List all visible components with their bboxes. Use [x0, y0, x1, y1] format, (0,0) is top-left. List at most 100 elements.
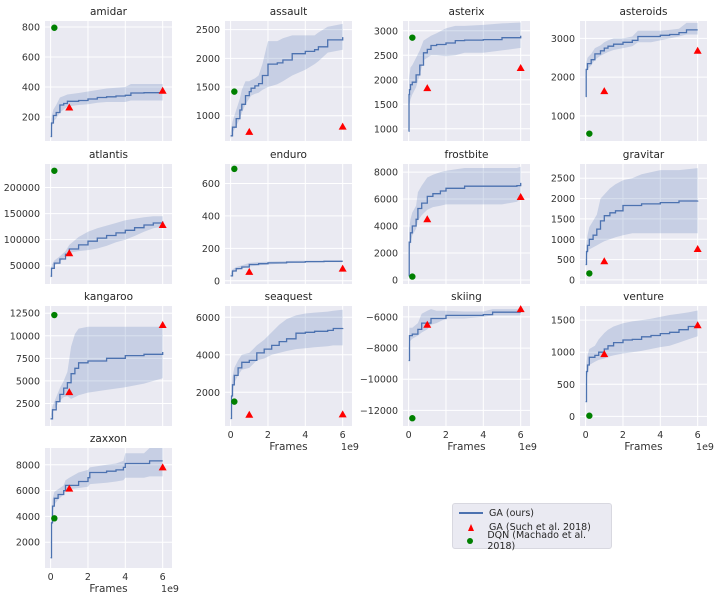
ga-ours-line — [585, 324, 699, 403]
y-tick-label: 2000 — [16, 538, 40, 549]
y-tick-label: 500 — [557, 380, 575, 391]
ga-ours-line — [585, 29, 698, 98]
legend-label: GA (Such et al. 2018) — [489, 521, 591, 533]
dqn-marker — [409, 34, 416, 41]
y-tick-label: 2000 — [196, 388, 220, 399]
axes-background — [45, 306, 172, 426]
ga-such-marker — [693, 321, 702, 329]
dqn-marker — [51, 24, 58, 31]
y-tick-label: 1000 — [551, 348, 575, 359]
y-tick-label: −12000 — [360, 406, 398, 417]
y-tick-label: 0 — [214, 276, 220, 287]
y-tick-label: 6000 — [16, 486, 40, 497]
dqn-marker — [51, 167, 58, 174]
legend-item-dqn: DQN (Machado et al. 2018) — [453, 530, 611, 552]
ga-ours-line — [408, 311, 521, 362]
ga-such-marker — [600, 87, 609, 95]
dqn-marker — [231, 88, 238, 95]
ga-such-marker — [516, 193, 525, 201]
ga-such-marker — [338, 410, 347, 418]
ga-such-marker — [600, 350, 609, 358]
y-tick-label: 8000 — [374, 168, 398, 179]
y-tick-label: 1500 — [196, 83, 220, 94]
ga-such-marker — [516, 64, 525, 72]
x-tick-label: 0 — [406, 430, 412, 441]
y-tick-label: 400 — [202, 211, 220, 222]
y-tick-label: 4000 — [16, 512, 40, 523]
axes-background — [580, 306, 707, 426]
y-tick-label: 2500 — [374, 51, 398, 62]
subplot-title: asterix — [449, 6, 485, 18]
ga-ours-line — [408, 182, 522, 277]
subplot-assault: 1000 1500 2000 2500 assault — [196, 6, 352, 141]
axes-background — [45, 448, 172, 568]
subplot-title: kangaroo — [84, 291, 133, 303]
ga-ours-line — [50, 92, 163, 138]
y-tick-label: 2000 — [374, 248, 398, 259]
dqn-marker — [586, 270, 593, 277]
x-tick-label: 4 — [657, 430, 663, 441]
x-tick-label: 4 — [302, 430, 308, 441]
x-tick-label: 2 — [620, 430, 626, 441]
std-band — [585, 168, 698, 268]
ga-such-marker — [245, 127, 254, 135]
y-tick-label: 100000 — [4, 235, 40, 246]
y-tick-label: 2000 — [196, 54, 220, 65]
dqn-marker — [409, 415, 416, 422]
y-tick-label: 600 — [22, 53, 40, 64]
ga-such-marker — [423, 84, 432, 92]
std-band — [50, 326, 163, 421]
subplot-skiing: −12000 −10000 −8000 −6000 skiing 0 2 4 6 Frames 1e… — [360, 291, 537, 453]
ga-such-marker — [693, 46, 702, 54]
subplot-kangaroo: 2500 5000 7500 10000 12500 kangaroo — [10, 291, 172, 426]
subplot-title: venture — [623, 291, 664, 303]
x-offset-label: 1e9 — [341, 442, 359, 453]
dqn-marker — [586, 412, 593, 419]
y-tick-label: 200 — [202, 244, 220, 255]
x-axis-label: Frames — [89, 583, 127, 595]
ga-ours-line — [230, 327, 344, 420]
ga-ours-line — [50, 221, 164, 277]
axes-background — [225, 306, 352, 426]
subplot-title: gravitar — [623, 149, 665, 161]
x-tick-label: 6 — [160, 572, 166, 583]
subplot-title: enduro — [270, 149, 307, 161]
axes-background — [403, 21, 530, 141]
y-tick-label: 4000 — [374, 222, 398, 233]
ga-such-marker — [423, 320, 432, 328]
y-tick-label: 1000 — [196, 111, 220, 122]
x-offset-label: 1e9 — [161, 584, 179, 595]
x-tick-label: 2 — [443, 430, 449, 441]
ga-such-marker — [423, 215, 432, 223]
x-tick-label: 6 — [518, 430, 524, 441]
ga-such-marker — [338, 122, 347, 130]
y-tick-label: −8000 — [366, 344, 398, 355]
subplot-title: skiing — [451, 291, 482, 303]
axes-background — [225, 21, 352, 141]
std-band — [408, 309, 521, 369]
y-tick-label: 6000 — [374, 195, 398, 206]
ga-such-marker — [65, 249, 74, 257]
subplot-asteroids: 1000 2000 3000 asteroids — [551, 6, 707, 141]
y-tick-label: −6000 — [366, 312, 398, 323]
subplot-venture: 0 500 1000 1500 venture 0 2 4 6 Frames 1e9 — [551, 291, 714, 453]
y-tick-label: 150000 — [4, 209, 40, 220]
dqn-marker — [231, 165, 238, 173]
ga-ours-line — [50, 352, 164, 420]
y-tick-label: 2000 — [551, 73, 575, 84]
subplot-title: atlantis — [89, 149, 128, 161]
x-tick-label: 4 — [122, 572, 128, 583]
y-tick-label: 400 — [22, 83, 40, 94]
ga-such-marker — [65, 484, 74, 492]
subplot-title: asteroids — [619, 6, 667, 18]
legend-label: GA (ours) — [489, 507, 534, 519]
y-tick-label: 3000 — [551, 34, 575, 45]
triangle-marker-icon — [453, 523, 489, 531]
std-band — [230, 23, 343, 139]
subplot-title: seaquest — [265, 291, 313, 303]
y-tick-label: 1500 — [374, 100, 398, 111]
y-tick-label: 2500 — [16, 399, 40, 410]
ga-such-marker — [693, 245, 702, 253]
subplot-enduro: 0 200 400 600 enduro — [202, 149, 352, 287]
y-tick-label: 2500 — [551, 174, 575, 185]
